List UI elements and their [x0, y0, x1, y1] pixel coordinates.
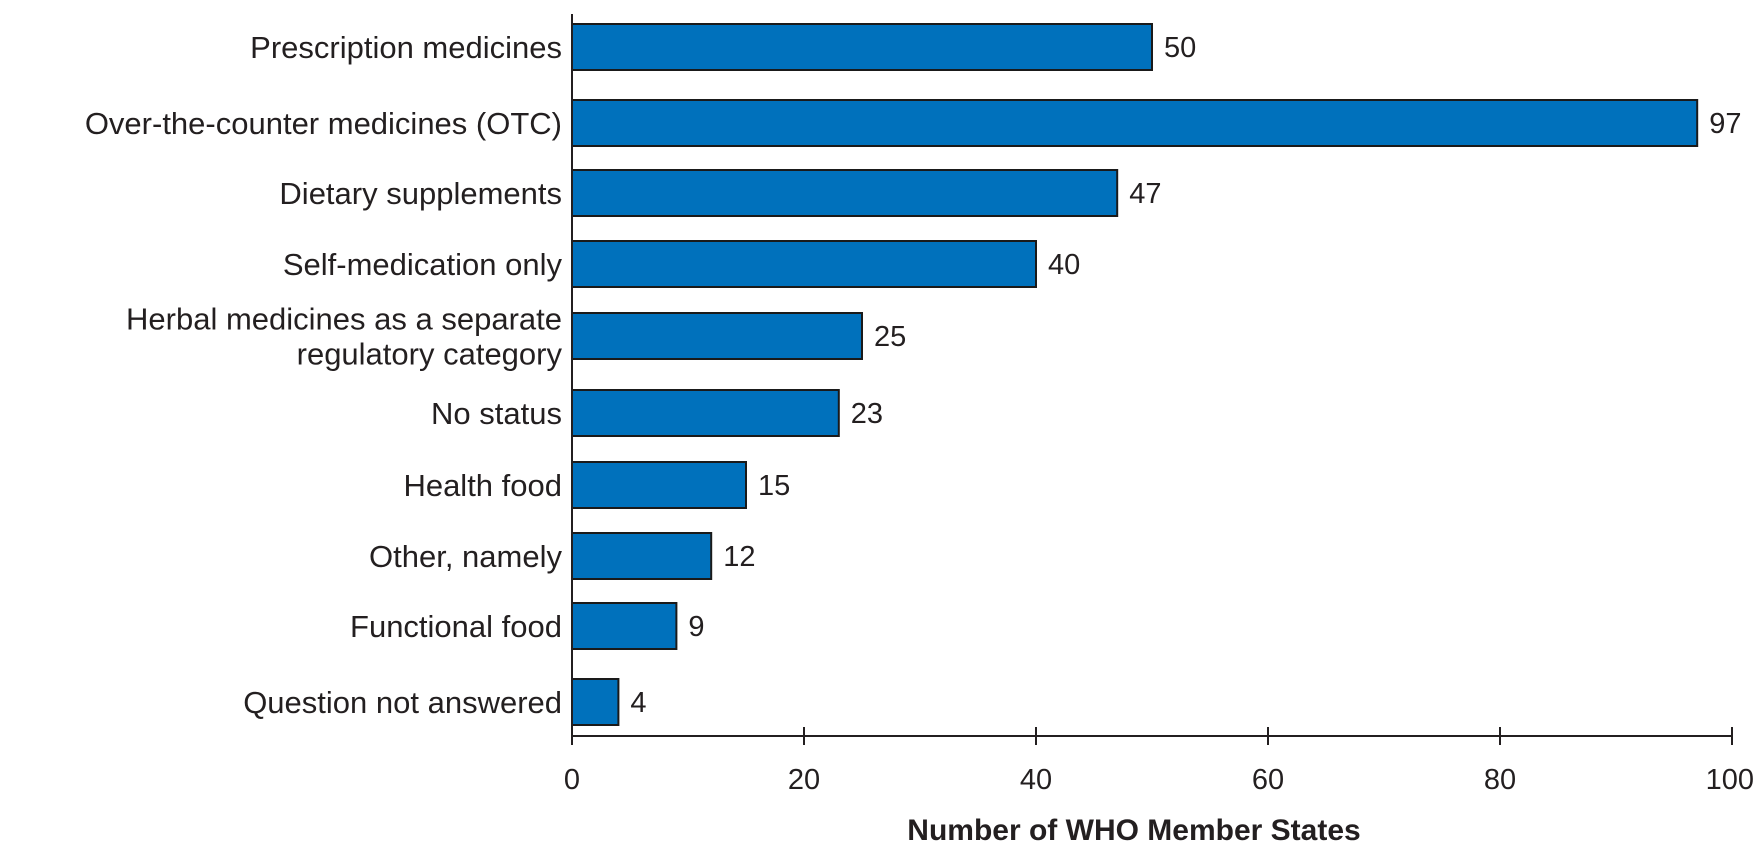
category-label: Herbal medicines as a separate — [126, 302, 562, 337]
x-tick-label: 80 — [1484, 764, 1516, 796]
value-label: 50 — [1164, 32, 1196, 64]
bar — [571, 602, 678, 650]
value-label: 47 — [1129, 178, 1161, 210]
bar — [571, 99, 1699, 147]
value-label: 15 — [758, 470, 790, 502]
category-label: Prescription medicines — [250, 30, 562, 65]
value-label: 97 — [1709, 108, 1741, 140]
value-labels-group: 50 97 47 40 25 23 15 12 9 4 — [630, 32, 1741, 719]
value-label: 23 — [851, 398, 883, 430]
bars-group — [571, 23, 1699, 726]
value-label: 4 — [630, 687, 646, 719]
category-label: Dietary supplements — [279, 176, 562, 211]
bar — [571, 461, 747, 509]
bar — [571, 389, 840, 437]
bar — [571, 532, 713, 580]
bar — [571, 312, 863, 360]
x-axis: 0 20 40 60 80 100 — [564, 14, 1754, 796]
value-label: 40 — [1048, 249, 1080, 281]
bar — [571, 23, 1153, 71]
category-label: regulatory category — [297, 337, 563, 372]
category-label: Self-medication only — [283, 247, 563, 282]
category-label: Over-the-counter medicines (OTC) — [85, 106, 562, 141]
x-tick-label: 60 — [1252, 764, 1284, 796]
bar — [571, 240, 1037, 288]
bar — [571, 678, 620, 726]
category-label: Health food — [403, 468, 562, 503]
category-label: Other, namely — [369, 539, 562, 574]
value-label: 12 — [723, 541, 755, 573]
x-tick-label: 0 — [564, 764, 580, 796]
category-label: No status — [431, 396, 562, 431]
category-labels-group: Prescription medicines Over-the-counter m… — [85, 30, 563, 720]
x-tick-label: 40 — [1020, 764, 1052, 796]
category-label: Question not answered — [243, 685, 562, 720]
category-label: Functional food — [350, 609, 562, 644]
x-axis-title: Number of WHO Member States — [907, 814, 1360, 847]
x-tick-label: 20 — [788, 764, 820, 796]
bar — [571, 169, 1119, 217]
x-tick-label: 100 — [1706, 764, 1754, 796]
value-label: 9 — [688, 611, 704, 643]
value-label: 25 — [874, 321, 906, 353]
